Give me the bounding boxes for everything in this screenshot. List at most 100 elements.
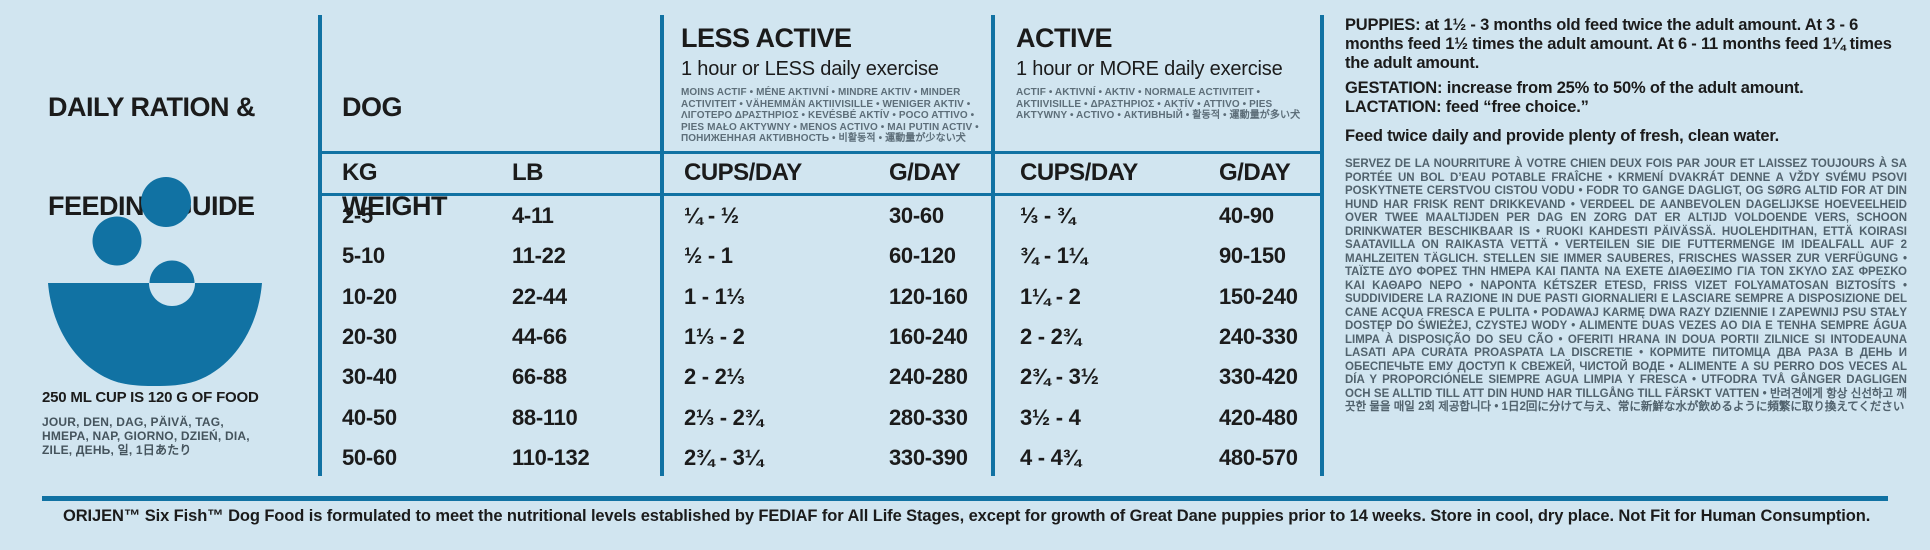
table-row: 40-50 88-110 2⅓ - 2¾ 280-330 3½ - 4 420-480 — [0, 397, 1930, 437]
column-header-active-g: G/DAY — [1219, 159, 1291, 186]
dog-weight-line2: WEIGHT — [342, 191, 448, 221]
cell-lb: 44-66 — [512, 324, 567, 350]
cell-a_cups: ⅓ - ¾ — [1020, 203, 1075, 229]
cell-a_cups: 2 - 2¾ — [1020, 324, 1081, 350]
gestation-line: GESTATION: increase from 25% to 50% of t… — [1345, 79, 1907, 98]
table-row: 30-40 66-88 2 - 2⅓ 240-280 2¾ - 3½ 330-420 — [0, 357, 1930, 397]
cell-kg: 5-10 — [342, 243, 385, 269]
cell-kg: 10-20 — [342, 283, 397, 309]
cell-a_g: 40-90 — [1219, 203, 1274, 229]
cell-kg: 20-30 — [342, 324, 397, 350]
divider-active — [991, 15, 995, 476]
cell-lb: 4-11 — [512, 203, 554, 229]
bowl-shape — [48, 283, 262, 386]
puppies-text: : at 1½ - 3 months old feed twice the ad… — [1345, 16, 1892, 72]
cell-a_cups: 4 - 4¾ — [1020, 444, 1081, 470]
cell-la_g: 120-160 — [889, 283, 968, 309]
cell-kg: 50-60 — [342, 444, 397, 470]
right-info-panel: PUPPIES: at 1½ - 3 months old feed twice… — [1345, 16, 1907, 415]
gestation-label: GESTATION — [1345, 79, 1438, 97]
lactation-line: LACTATION: feed “free choice.” — [1345, 98, 1907, 117]
cell-a_cups: 1¼ - 2 — [1020, 283, 1081, 309]
cell-la_cups: 1 - 1⅓ — [684, 283, 745, 309]
table-row: 50-60 110-132 2¾ - 3¼ 330-390 4 - 4¾ 480-570 — [0, 438, 1930, 478]
cell-lb: 22-44 — [512, 283, 567, 309]
cell-la_g: 330-390 — [889, 444, 968, 470]
cell-lb: 11-22 — [512, 243, 566, 269]
water-note: Feed twice daily and provide plenty of f… — [1345, 127, 1780, 145]
bowl-with-kibble-icon — [48, 177, 262, 386]
kibble-circle-left — [92, 216, 142, 266]
day-translations-line2: HMEPA, NAP, GIORNO, DZIEŃ, DIA, — [42, 428, 250, 443]
lactation-label: LACTATION — [1345, 98, 1437, 116]
cell-kg: 40-50 — [342, 404, 397, 430]
table-row: 5-10 11-22 ½ - 1 60-120 ¾ - 1¼ 90-150 — [0, 236, 1930, 276]
puppies-paragraph: PUPPIES: at 1½ - 3 months old feed twice… — [1345, 16, 1907, 73]
divider-right — [1320, 15, 1324, 476]
cell-a_g: 150-240 — [1219, 283, 1298, 309]
cell-a_cups: 2¾ - 3½ — [1020, 364, 1099, 390]
puppies-label: PUPPIES — [1345, 16, 1416, 34]
cell-a_g: 90-150 — [1219, 243, 1286, 269]
feeding-table-rows: 2-5 4-11 ¼ - ½ 30-60 ⅓ - ¾ 40-90 5-10 11-22 ½ - … — [0, 196, 1930, 478]
kibble-circle-top — [141, 177, 191, 227]
header-rule-top — [318, 151, 1324, 154]
cell-lb: 110-132 — [512, 444, 590, 470]
cell-la_cups: ¼ - ½ — [684, 203, 739, 229]
cell-a_cups: 3½ - 4 — [1020, 404, 1081, 430]
kibble-half-circle — [149, 260, 195, 283]
cell-kg: 2-5 — [342, 203, 373, 229]
day-translations-line1: JOUR, DEN, DAG, PÄIVÄ, TAG, — [42, 415, 224, 429]
cell-kg: 30-40 — [342, 364, 397, 390]
cell-la_cups: ½ - 1 — [684, 243, 733, 269]
column-header-less-g: G/DAY — [889, 159, 961, 186]
dog-weight-line1: DOG — [342, 92, 403, 122]
cell-la_cups: 2 - 2⅓ — [684, 364, 745, 390]
active-translations: ACTIF • AKTIVNÍ • AKTIV • NORMALE ACTIVI… — [1016, 87, 1301, 122]
divider-left — [318, 15, 322, 476]
cell-la_g: 60-120 — [889, 243, 956, 269]
cell-la_g: 240-280 — [889, 364, 968, 390]
column-header-active-cups: CUPS/DAY — [1020, 159, 1138, 186]
footer-disclaimer: ORIJEN™ Six Fish™ Dog Food is formulated… — [63, 507, 1871, 525]
cell-lb: 88-110 — [512, 404, 578, 430]
less-active-title: LESS ACTIVE — [681, 23, 852, 53]
cell-la_g: 280-330 — [889, 404, 968, 430]
cell-a_g: 420-480 — [1219, 404, 1298, 430]
less-active-subtitle: 1 hour or LESS daily exercise — [681, 58, 939, 80]
column-header-kg: KG — [342, 159, 378, 186]
table-row: 20-30 44-66 1⅓ - 2 160-240 2 - 2¾ 240-330 — [0, 317, 1930, 357]
cup-measure-note: 250 ML CUP IS 120 G OF FOOD — [42, 389, 259, 406]
table-row: 10-20 22-44 1 - 1⅓ 120-160 1¼ - 2 150-240 — [0, 277, 1930, 317]
column-header-lb: LB — [512, 159, 544, 186]
less-active-section-header: LESS ACTIVE 1 hour or LESS daily exercis… — [681, 22, 983, 145]
page-title-line1: DAILY RATION & — [48, 92, 256, 122]
day-translations: JOUR, DEN, DAG, PÄIVÄ, TAG, HMEPA, NAP, … — [42, 415, 250, 457]
header-rule-bottom — [318, 193, 1324, 196]
cell-la_g: 30-60 — [889, 203, 944, 229]
lactation-text: : feed “free choice.” — [1436, 98, 1589, 116]
cell-la_cups: 2⅓ - 2¾ — [684, 404, 763, 430]
active-section-header: ACTIVE 1 hour or MORE daily exercise ACT… — [1016, 22, 1316, 122]
cell-lb: 66-88 — [512, 364, 567, 390]
cell-la_g: 160-240 — [889, 324, 968, 350]
cell-a_g: 240-330 — [1219, 324, 1298, 350]
gestation-text: : increase from 25% to 50% of the adult … — [1437, 79, 1804, 97]
feeding-translations-paragraph: SERVEZ DE LA NOURRITURE À VOTRE CHIEN DE… — [1345, 158, 1907, 413]
column-header-less-cups: CUPS/DAY — [684, 159, 802, 186]
less-active-translations: MOINS ACTIF • MÉNE AKTIVNÍ • MINDRE AKTI… — [681, 87, 979, 145]
cell-la_cups: 1⅓ - 2 — [684, 324, 745, 350]
divider-less-active — [660, 15, 664, 476]
cell-a_g: 330-420 — [1219, 364, 1298, 390]
dog-weight-header: DOG WEIGHT — [342, 25, 448, 289]
gestation-lactation-paragraph: GESTATION: increase from 25% to 50% of t… — [1345, 79, 1907, 117]
cell-la_cups: 2¾ - 3¼ — [684, 444, 763, 470]
table-row: 2-5 4-11 ¼ - ½ 30-60 ⅓ - ¾ 40-90 — [0, 196, 1930, 236]
active-title: ACTIVE — [1016, 23, 1113, 53]
cell-a_cups: ¾ - 1¼ — [1020, 243, 1087, 269]
active-subtitle: 1 hour or MORE daily exercise — [1016, 58, 1283, 80]
day-translations-line3: ZILE, ДЕНЬ, 일, 1日あたり — [42, 442, 192, 457]
cell-a_g: 480-570 — [1219, 444, 1298, 470]
footer-rule — [42, 496, 1888, 501]
